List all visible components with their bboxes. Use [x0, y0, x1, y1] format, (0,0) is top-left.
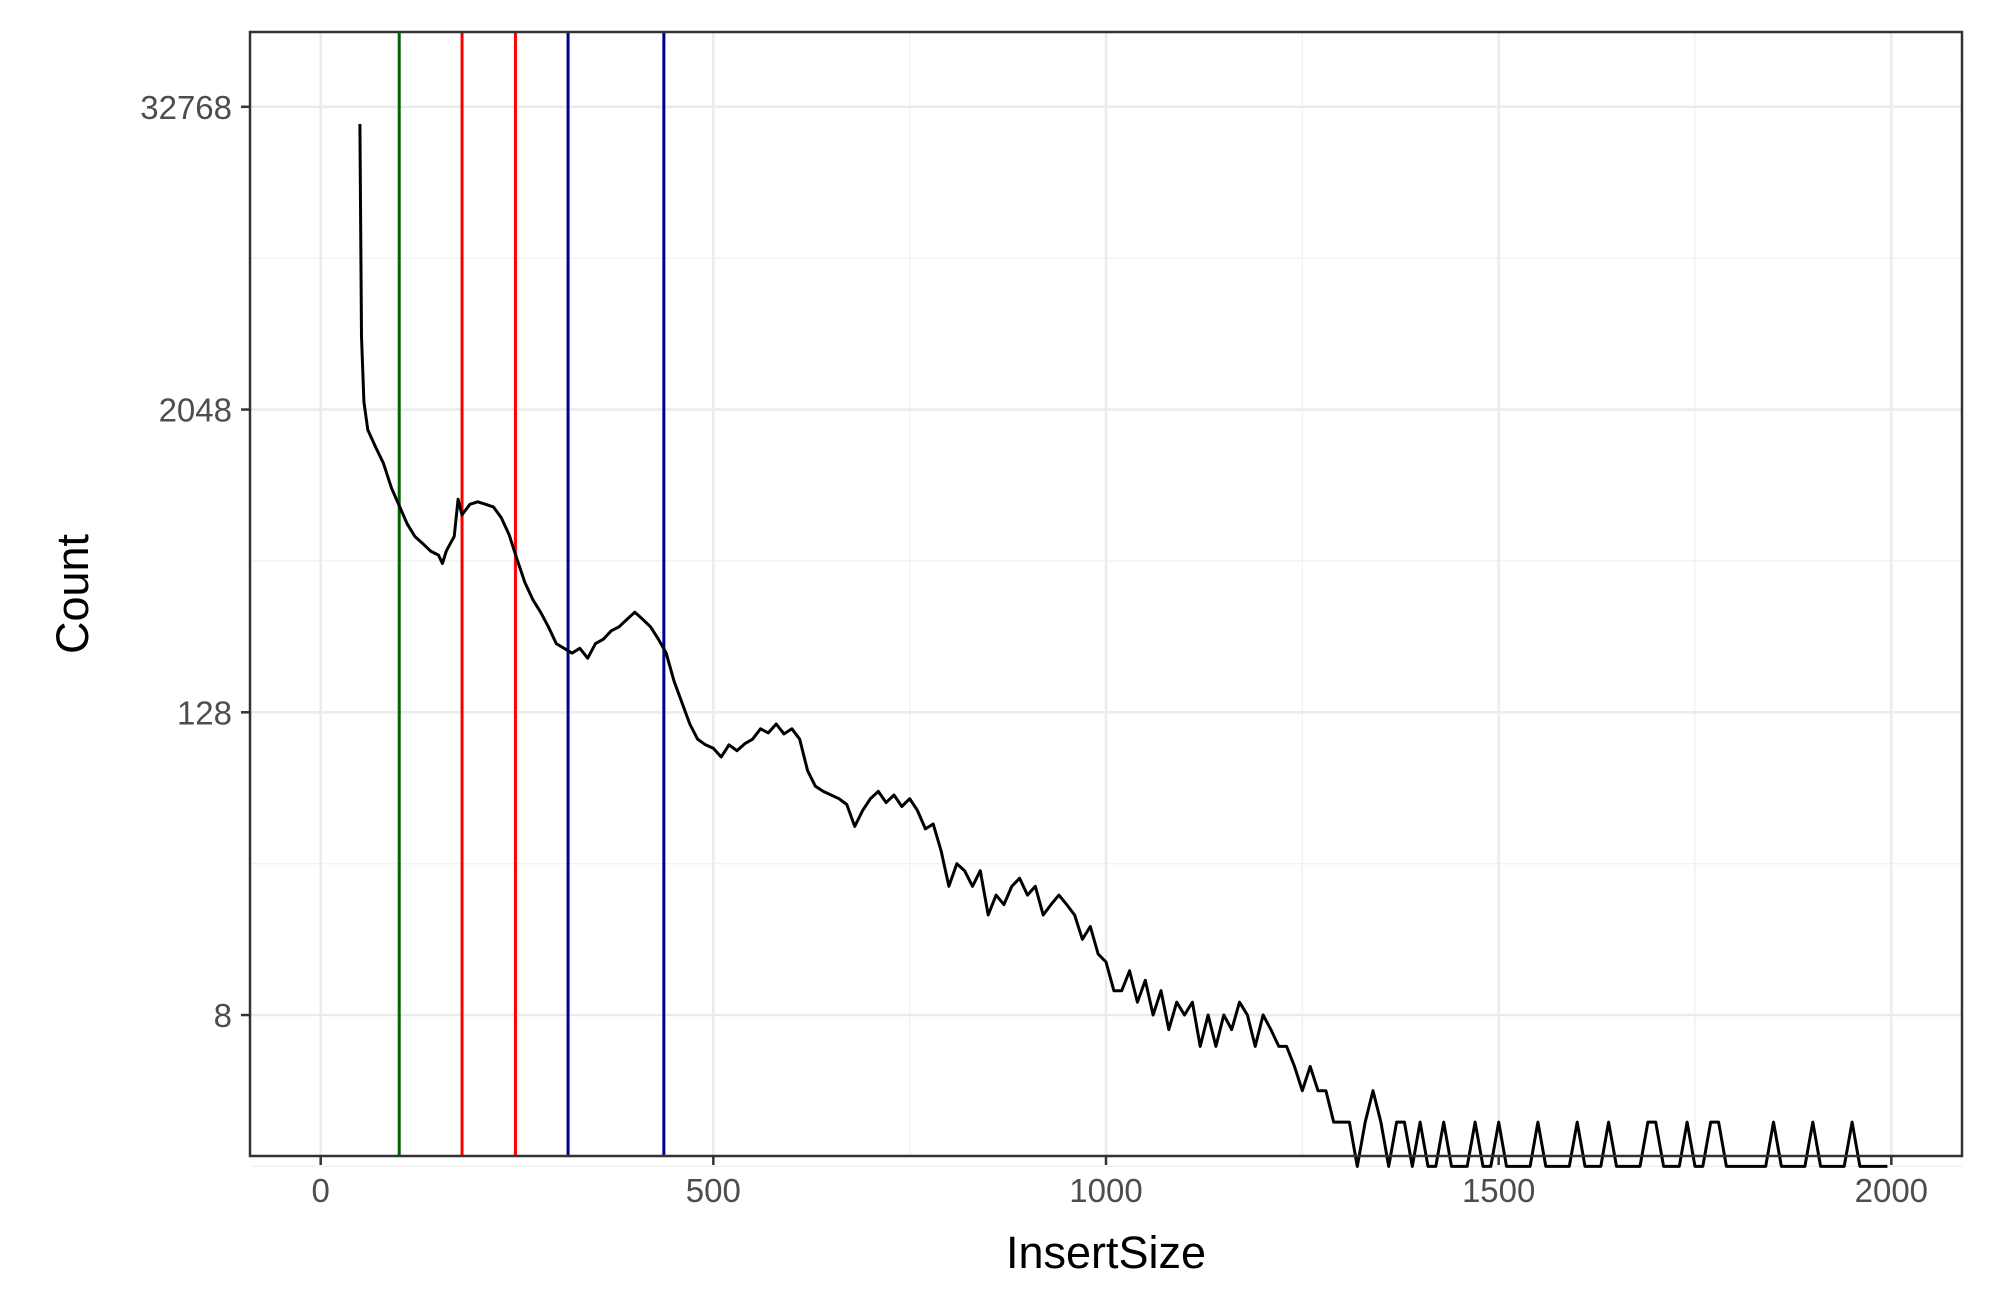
grid-major [250, 32, 1962, 1156]
x-axis-title: InsertSize [1006, 1227, 1206, 1278]
x-tick-label: 0 [311, 1172, 329, 1209]
y-tick-label: 128 [177, 694, 232, 731]
x-tick-label: 1000 [1069, 1172, 1142, 1209]
x-tick-label: 1500 [1462, 1172, 1535, 1209]
x-tick-label: 500 [686, 1172, 741, 1209]
x-tick-label: 2000 [1855, 1172, 1928, 1209]
y-tick-label: 2048 [159, 392, 232, 429]
y-tick-label: 8 [214, 997, 232, 1034]
y-axis-title: Count [47, 533, 98, 654]
y-axis: 8 128 2048 32768 [140, 89, 250, 1034]
series-line [358, 123, 1888, 1168]
reference-lines [397, 32, 666, 1156]
y-tick-label: 32768 [140, 89, 232, 126]
x-axis: 0 500 1000 1500 2000 [311, 1156, 1928, 1209]
